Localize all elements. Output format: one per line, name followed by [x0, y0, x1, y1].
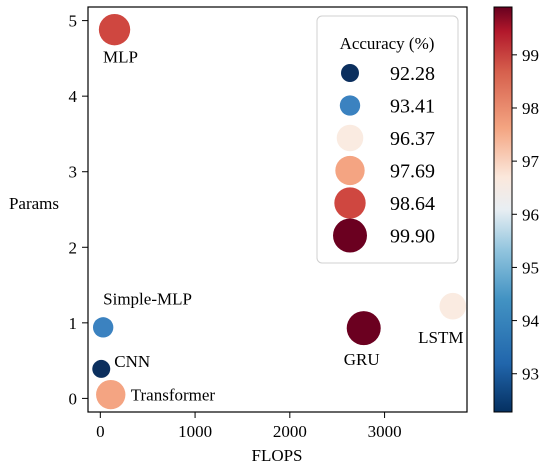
data-point-lstm	[439, 292, 467, 320]
point-label: LSTM	[418, 328, 463, 347]
y-axis: 0 1 2 3 4 5	[69, 12, 88, 408]
colorbar-ticks: 93 94 95 96 97 98 99	[512, 46, 540, 384]
y-tick-label: 2	[69, 238, 78, 257]
x-tick-label: 2000	[273, 422, 307, 441]
legend-marker	[333, 218, 367, 253]
legend-marker	[339, 95, 361, 116]
legend-marker	[334, 187, 366, 219]
y-axis-label: Params	[9, 194, 59, 213]
colorbar-tick-label: 95	[522, 258, 539, 277]
y-tick-label: 0	[69, 389, 78, 408]
y-tick-label: 1	[69, 314, 78, 333]
point-label: Simple-MLP	[103, 289, 192, 308]
x-tick-label: 0	[96, 422, 105, 441]
legend-marker	[335, 155, 365, 186]
data-point-gru	[346, 311, 381, 346]
x-axis-label: FLOPS	[251, 446, 302, 465]
legend-entry-label: 97.69	[390, 161, 435, 183]
data-point-simple-mlp	[92, 317, 114, 338]
point-label: Transformer	[131, 386, 216, 405]
legend-entry-label: 98.64	[390, 193, 435, 215]
y-tick-label: 3	[69, 163, 78, 182]
legend-entry-label: 99.90	[390, 226, 435, 248]
data-point-cnn	[92, 359, 111, 378]
legend-entry-label: 92.28	[390, 63, 435, 85]
colorbar-tick-label: 99	[522, 46, 539, 65]
point-label: GRU	[344, 350, 380, 369]
point-label: CNN	[114, 352, 150, 371]
data-points: MLP Simple-MLP CNN Transformer GRU LSTM	[92, 13, 467, 410]
legend-marker	[336, 124, 364, 152]
x-tick-label: 3000	[368, 422, 402, 441]
legend-entry-label: 96.37	[390, 128, 435, 150]
data-point-transformer	[96, 379, 126, 410]
legend-title: Accuracy (%)	[340, 34, 435, 53]
x-tick-label: 1000	[178, 422, 212, 441]
legend-marker	[341, 64, 359, 82]
plot-frame	[87, 6, 468, 413]
point-label: MLP	[103, 48, 138, 67]
colorbar-tick-label: 93	[522, 365, 539, 384]
legend-entry-label: 93.41	[390, 96, 435, 118]
y-tick-label: 4	[69, 87, 78, 106]
colorbar	[493, 6, 513, 413]
data-point-mlp	[98, 13, 131, 46]
y-tick-label: 5	[69, 12, 78, 31]
colorbar-tick-label: 94	[522, 312, 540, 331]
colorbar-tick-label: 98	[522, 99, 539, 118]
legend: Accuracy (%) 92.28 93.41 96.37 97.69 98.64 99…	[316, 15, 459, 264]
colorbar-tick-label: 97	[522, 152, 540, 171]
colorbar-tick-label: 96	[522, 205, 539, 224]
x-axis: 0 1000 2000 3000	[96, 412, 402, 441]
